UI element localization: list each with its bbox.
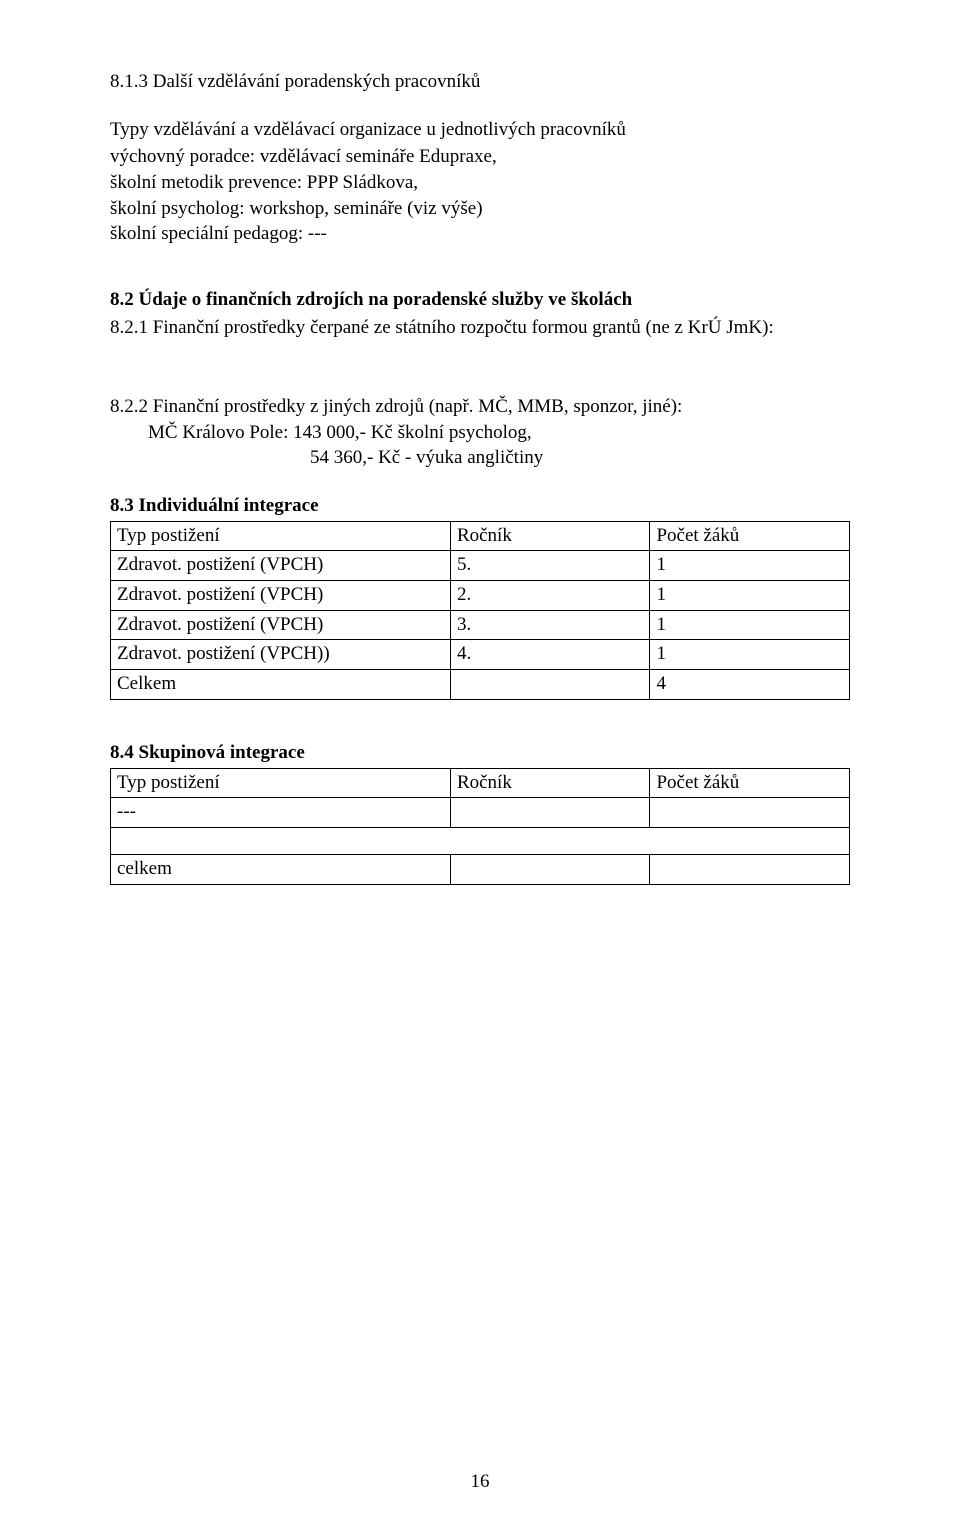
heading-8-2-1: 8.2.1 Finanční prostředky čerpané ze stá… [110,315,850,341]
th-rocnik: Ročník [450,521,650,551]
td-rocnik: 2. [450,581,650,611]
table-header-row: Typ postižení Ročník Počet žáků [111,521,850,551]
td-celkem-value: 4 [650,670,850,700]
line-vychovny: výchovný poradce: vzdělávací semináře Ed… [110,144,850,170]
line-metodik: školní metodik prevence: PPP Sládkova, [110,170,850,196]
td-rocnik: 5. [450,551,650,581]
td-empty [450,854,650,884]
table-row: Zdravot. postižení (VPCH) 2. 1 [111,581,850,611]
spacer [110,471,850,493]
td-empty [450,670,650,700]
table-individual-integration: Typ postižení Ročník Počet žáků Zdravot.… [110,521,850,700]
table-header-row: Typ postižení Ročník Počet žáků [111,768,850,798]
table-total-row: celkem [111,854,850,884]
spacer [110,340,850,394]
line-pedagog: školní speciální pedagog: --- [110,221,850,247]
table-row: Zdravot. postižení (VPCH)) 4. 1 [111,640,850,670]
table-row: Zdravot. postižení (VPCH) 3. 1 [111,610,850,640]
spacer [110,700,850,740]
td-pocet: 1 [650,581,850,611]
th-pocet: Počet žáků [650,521,850,551]
table-total-row: Celkem 4 [111,670,850,700]
td-typ: Zdravot. postižení (VPCH) [111,581,451,611]
th-pocet: Počet žáků [650,768,850,798]
td-spacer [111,827,850,854]
td-pocet: 1 [650,640,850,670]
th-typ: Typ postižení [111,768,451,798]
line-psycholog: školní psycholog: workshop, semináře (vi… [110,196,850,222]
th-rocnik: Ročník [450,768,650,798]
td-rocnik: 3. [450,610,650,640]
table-group-integration: Typ postižení Ročník Počet žáků --- celk… [110,768,850,885]
heading-8-1-3: 8.1.3 Další vzdělávání poradenských prac… [110,70,850,95]
td-typ: Zdravot. postižení (VPCH)) [111,640,451,670]
line-mc-kralovo: MČ Královo Pole: 143 000,- Kč školní psy… [110,420,850,446]
spacer [110,247,850,287]
td-empty [650,854,850,884]
page: 8.1.3 Další vzdělávání poradenských prac… [0,0,960,1523]
heading-8-2-2: 8.2.2 Finanční prostředky z jiných zdroj… [110,394,850,420]
page-number: 16 [0,1471,960,1493]
td-empty [650,798,850,828]
table-row: --- [111,798,850,828]
td-dash: --- [111,798,451,828]
line-anglictina: 54 360,- Kč - výuka angličtiny [110,445,850,471]
td-pocet: 1 [650,610,850,640]
heading-8-2: 8.2 Údaje o finančních zdrojích na porad… [110,287,850,313]
td-typ: Zdravot. postižení (VPCH) [111,551,451,581]
table-spacer-row [111,827,850,854]
td-pocet: 1 [650,551,850,581]
td-celkem-label: Celkem [111,670,451,700]
table-row: Zdravot. postižení (VPCH) 5. 1 [111,551,850,581]
heading-8-4: 8.4 Skupinová integrace [110,740,850,766]
td-empty [450,798,650,828]
td-celkem-label: celkem [111,854,451,884]
td-typ: Zdravot. postižení (VPCH) [111,610,451,640]
heading-8-3: 8.3 Individuální integrace [110,493,850,519]
th-typ: Typ postižení [111,521,451,551]
subheading-types: Typy vzdělávání a vzdělávací organizace … [110,117,850,143]
td-rocnik: 4. [450,640,650,670]
